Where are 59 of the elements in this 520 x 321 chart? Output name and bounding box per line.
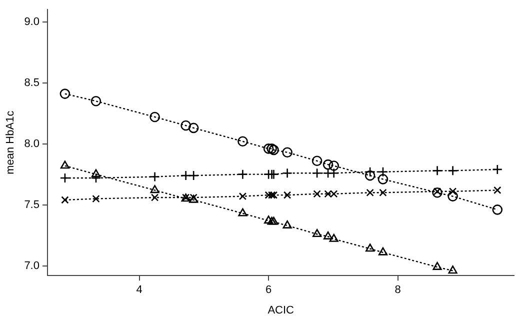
point: [492, 204, 503, 215]
point: [268, 191, 276, 199]
x-tick-label: 6: [266, 284, 272, 296]
point: [238, 192, 247, 200]
point: [448, 188, 457, 196]
x-tick-label: 8: [394, 284, 401, 296]
x-tick-label: 4: [136, 284, 142, 296]
point: [180, 120, 191, 131]
point: [323, 231, 333, 240]
point: [313, 190, 321, 198]
y-tick-label: 7.0: [24, 260, 40, 272]
point: [188, 170, 199, 181]
point: [238, 136, 248, 147]
point: [448, 266, 458, 274]
point: [312, 156, 322, 166]
point: [238, 208, 248, 216]
y-tick-label: 7.5: [24, 198, 40, 211]
point: [263, 144, 274, 154]
y-axis-title: mean HbA1c: [4, 110, 17, 174]
y-tick-label: 8.0: [24, 138, 40, 150]
point: [432, 187, 442, 198]
point: [328, 160, 339, 171]
point: [90, 96, 102, 106]
point: [282, 147, 292, 158]
y-tick-label: 9.0: [24, 16, 40, 28]
point: [378, 247, 388, 256]
point: [282, 220, 292, 228]
point: [330, 190, 338, 198]
point: [283, 191, 292, 199]
point: [492, 164, 503, 175]
point: [494, 186, 502, 194]
point: [92, 194, 100, 203]
point: [150, 185, 160, 194]
point: [150, 194, 159, 202]
point: [188, 122, 199, 134]
point: [379, 188, 387, 196]
point: [322, 159, 334, 170]
point: [267, 216, 276, 225]
point: [432, 262, 442, 270]
point: [60, 160, 70, 169]
point: [61, 196, 69, 204]
point: [312, 228, 322, 238]
point: [264, 191, 272, 199]
y-tick-label: 8.5: [24, 76, 40, 89]
point: [324, 190, 332, 198]
point: [60, 172, 70, 184]
point: [91, 169, 101, 178]
point: [150, 112, 160, 122]
point: [60, 88, 70, 99]
point: [378, 174, 388, 184]
point: [366, 188, 374, 196]
point: [433, 188, 442, 196]
point: [364, 170, 376, 181]
x-axis-title: ACIC: [268, 304, 294, 316]
point: [329, 234, 338, 242]
point: [264, 216, 274, 224]
point: [366, 244, 375, 252]
point: [448, 191, 458, 202]
point: [269, 216, 278, 225]
